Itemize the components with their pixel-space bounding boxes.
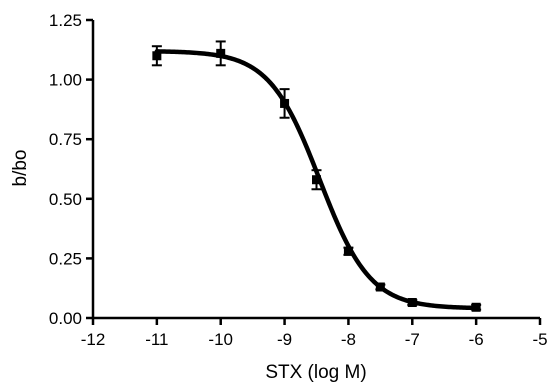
- y-tick-label: 1.25: [49, 11, 82, 30]
- x-axis-title: STX (log M): [265, 362, 366, 383]
- x-tick-label: -12: [81, 330, 106, 349]
- data-point: [216, 48, 226, 58]
- x-tick-label: -9: [277, 330, 292, 349]
- y-tick-label: 0.50: [49, 190, 82, 209]
- x-tick-label: -7: [405, 330, 420, 349]
- tick-labels: -12 -11 -10 -9 -8 -7 -6 -5 0.00 0.25 0.50 0.75 1.00 1…: [49, 11, 548, 349]
- y-tick-label: 0.00: [49, 309, 82, 328]
- data-point: [407, 298, 417, 308]
- data-point: [280, 98, 290, 108]
- y-axis-title: b/bo: [10, 150, 31, 187]
- y-tick-label: 1.00: [49, 71, 82, 90]
- data-point: [471, 302, 481, 312]
- x-tick-label: -11: [145, 330, 168, 349]
- data-point: [375, 282, 385, 292]
- data-point: [343, 246, 353, 256]
- data-points: [151, 40, 482, 312]
- y-tick-label: 0.25: [49, 249, 82, 268]
- axes: [91, 20, 540, 320]
- x-tick-label: -6: [469, 330, 484, 349]
- y-tick-label: 0.75: [49, 130, 82, 149]
- x-tick-label: -8: [341, 330, 356, 349]
- x-tick-label: -10: [208, 330, 233, 349]
- x-tick-label: -5: [532, 330, 547, 349]
- data-point: [312, 175, 321, 185]
- tick-marks: [86, 18, 542, 325]
- data-point: [152, 51, 162, 61]
